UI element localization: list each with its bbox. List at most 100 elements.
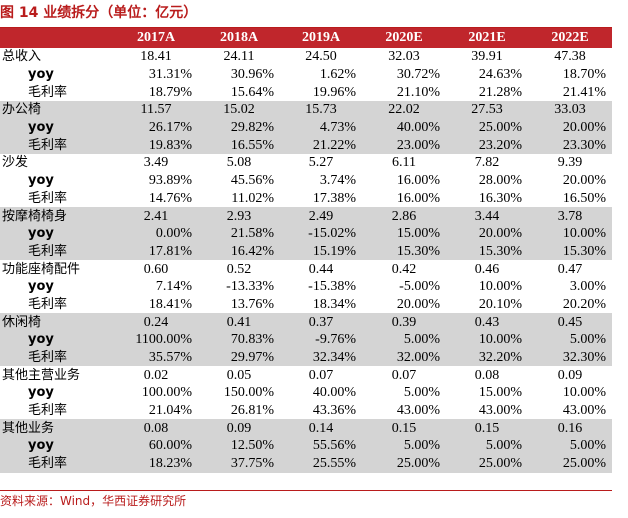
- row-label: 毛利率: [0, 136, 114, 155]
- value-cell: 24.50: [305, 49, 337, 65]
- value-cell: 5.00%: [403, 385, 440, 401]
- row-label: 毛利率: [28, 403, 68, 419]
- value-cell: 27.53: [446, 101, 528, 119]
- value-cell: 20.20%: [562, 296, 606, 312]
- header-row: 2017A 2018A 2019A 2020E 2021E 2022E: [0, 28, 612, 48]
- table-row: yoy 93.89% 45.56% 3.74% 16.00% 28.00% 20.00%: [0, 172, 612, 190]
- value-cell: 0.43: [446, 313, 528, 331]
- header-year: 2018A: [198, 28, 280, 48]
- table-row: yoy 1100.00% 70.83% -9.76% 5.00% 10.00% 5.00%: [0, 331, 612, 349]
- value-cell: 21.04%: [148, 403, 192, 419]
- value-cell: 3.44: [446, 207, 528, 225]
- value-cell: 10.00%: [528, 224, 612, 243]
- value-cell: -15.02%: [280, 224, 362, 243]
- value-cell: 25.00%: [528, 454, 612, 473]
- value-cell: 24.11: [223, 49, 255, 65]
- value-cell: 0.09: [198, 419, 280, 438]
- value-cell: 29.82%: [198, 118, 280, 137]
- value-cell: 40.00%: [312, 385, 356, 401]
- value-cell: 25.00%: [446, 118, 528, 137]
- value-cell: 3.00%: [569, 279, 606, 295]
- value-cell: 30.96%: [230, 67, 274, 83]
- value-cell: -9.76%: [280, 331, 362, 349]
- value-cell: 0.60: [143, 261, 169, 277]
- row-label: 毛利率: [28, 190, 68, 206]
- row-label: 毛利率: [0, 242, 114, 261]
- row-label: yoy: [0, 437, 114, 455]
- row-label: yoy: [28, 173, 54, 189]
- table-row: yoy 60.00% 12.50% 55.56% 5.00% 5.00% 5.00%: [0, 437, 612, 455]
- header-label-cell: [0, 28, 114, 48]
- value-cell: 0.52: [226, 261, 252, 277]
- value-cell: 16.30%: [478, 190, 522, 206]
- value-cell: 32.03: [388, 49, 420, 65]
- value-cell: 3.49: [143, 155, 169, 171]
- table-row: 办公椅 11.57 15.02 15.73 22.02 27.53 33.03: [0, 101, 612, 119]
- table-row: 毛利率 18.79% 15.64% 19.96% 21.10% 21.28% 21.41%: [0, 83, 612, 101]
- value-cell: 31.31%: [148, 67, 192, 83]
- value-cell: 43.00%: [478, 403, 522, 419]
- value-cell: 25.00%: [446, 454, 528, 473]
- value-cell: 13.76%: [230, 296, 274, 312]
- title-divider: [0, 27, 612, 28]
- value-cell: 0.07: [308, 367, 334, 383]
- value-cell: 60.00%: [114, 437, 198, 455]
- value-cell: 24.63%: [478, 67, 522, 83]
- value-cell: 15.30%: [528, 242, 612, 261]
- value-cell: -5.00%: [399, 279, 440, 295]
- value-cell: 70.83%: [198, 331, 280, 349]
- figure-title: 图 14 业绩拆分（单位：亿元）: [0, 5, 198, 21]
- value-cell: 5.00%: [528, 437, 612, 455]
- value-cell: 11.02%: [231, 190, 274, 206]
- row-label: yoy: [0, 224, 114, 243]
- value-cell: 15.02: [198, 101, 280, 119]
- value-cell: 23.30%: [528, 136, 612, 155]
- table-body: 总收入 18.41 24.11 24.50 32.03 39.91 47.38 yoy 31.3…: [0, 48, 612, 473]
- value-cell: 18.79%: [148, 84, 192, 100]
- value-cell: 0.42: [391, 261, 417, 277]
- value-cell: 21.22%: [280, 136, 362, 155]
- table-row: 毛利率 18.41% 13.76% 18.34% 20.00% 20.10% 20.20%: [0, 296, 612, 314]
- value-cell: 15.30%: [362, 242, 446, 261]
- value-cell: 4.73%: [280, 118, 362, 137]
- value-cell: 0.00%: [114, 224, 198, 243]
- value-cell: 16.55%: [198, 136, 280, 155]
- value-cell: 15.00%: [478, 385, 522, 401]
- value-cell: 150.00%: [223, 385, 274, 401]
- value-cell: 0.39: [362, 313, 446, 331]
- value-cell: 47.38: [554, 49, 586, 65]
- value-cell: 16.50%: [562, 190, 606, 206]
- value-cell: 29.97%: [198, 348, 280, 367]
- row-label: yoy: [28, 279, 54, 295]
- value-cell: 5.00%: [446, 437, 528, 455]
- table-row: 按摩椅椅身 2.41 2.93 2.49 2.86 3.44 3.78: [0, 207, 612, 225]
- value-cell: 0.15: [362, 419, 446, 438]
- value-cell: 16.42%: [198, 242, 280, 261]
- value-cell: 20.00%: [396, 296, 440, 312]
- value-cell: 6.11: [392, 155, 416, 171]
- value-cell: 2.41: [114, 207, 198, 225]
- row-label: 功能座椅配件: [2, 261, 81, 277]
- value-cell: 28.00%: [478, 173, 522, 189]
- value-cell: 0.45: [528, 313, 612, 331]
- value-cell: 0.47: [557, 261, 583, 277]
- value-cell: 18.23%: [114, 454, 198, 473]
- row-label: 毛利率: [0, 454, 114, 473]
- row-label: 休闲椅: [0, 313, 114, 331]
- table-row: 其他主营业务 0.02 0.05 0.07 0.07 0.08 0.09: [0, 366, 612, 384]
- value-cell: 5.00%: [362, 437, 446, 455]
- value-cell: 3.74%: [319, 173, 356, 189]
- value-cell: 18.70%: [562, 67, 606, 83]
- row-label: 沙发: [2, 155, 29, 171]
- row-label: 毛利率: [28, 84, 68, 100]
- value-cell: 43.00%: [396, 403, 440, 419]
- value-cell: 11.57: [114, 101, 198, 119]
- value-cell: -13.33%: [226, 279, 274, 295]
- table-row: 沙发 3.49 5.08 5.27 6.11 7.82 9.39: [0, 154, 612, 172]
- value-cell: 18.34%: [312, 296, 356, 312]
- value-cell: 16.00%: [396, 190, 440, 206]
- value-cell: 35.57%: [114, 348, 198, 367]
- value-cell: 21.58%: [198, 224, 280, 243]
- row-label: 按摩椅椅身: [0, 207, 114, 225]
- table-row: 毛利率 19.83% 16.55% 21.22% 23.00% 23.20% 23.30%: [0, 136, 612, 155]
